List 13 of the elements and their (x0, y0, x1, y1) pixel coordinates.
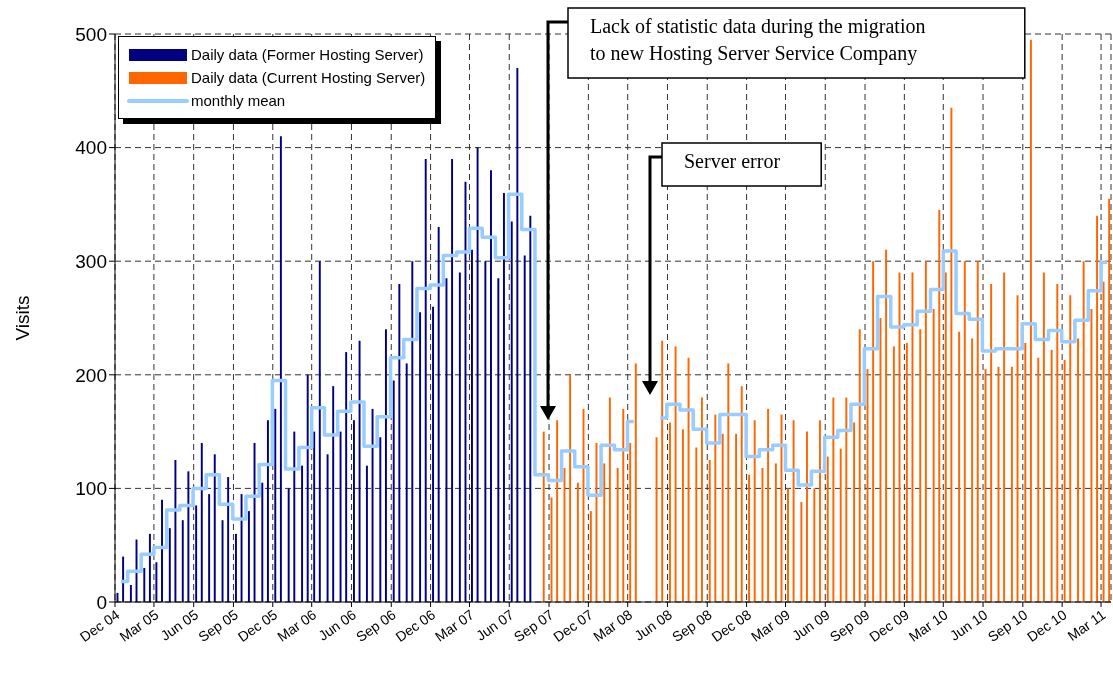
legend-label: Daily data (Current Hosting Server) (191, 69, 426, 86)
annotation: Lack of statistic data during the migration to new Hosting Server Service Company (590, 15, 926, 65)
y-tick-label: 300 (75, 250, 107, 272)
y-tick-label: 400 (75, 137, 107, 159)
y-tick-label: 100 (75, 478, 107, 500)
y-tick-label: 0 (96, 591, 107, 613)
legend-label: monthly mean (191, 92, 286, 109)
y-tick-label: 500 (75, 23, 107, 45)
annotation: Server error (684, 150, 781, 172)
y-axis-title: Visits (11, 295, 33, 341)
legend-label: Daily data (Former Hosting Server) (191, 46, 424, 63)
y-tick-label: 200 (75, 364, 107, 386)
x-tick-label: Mar 08 (590, 606, 636, 645)
